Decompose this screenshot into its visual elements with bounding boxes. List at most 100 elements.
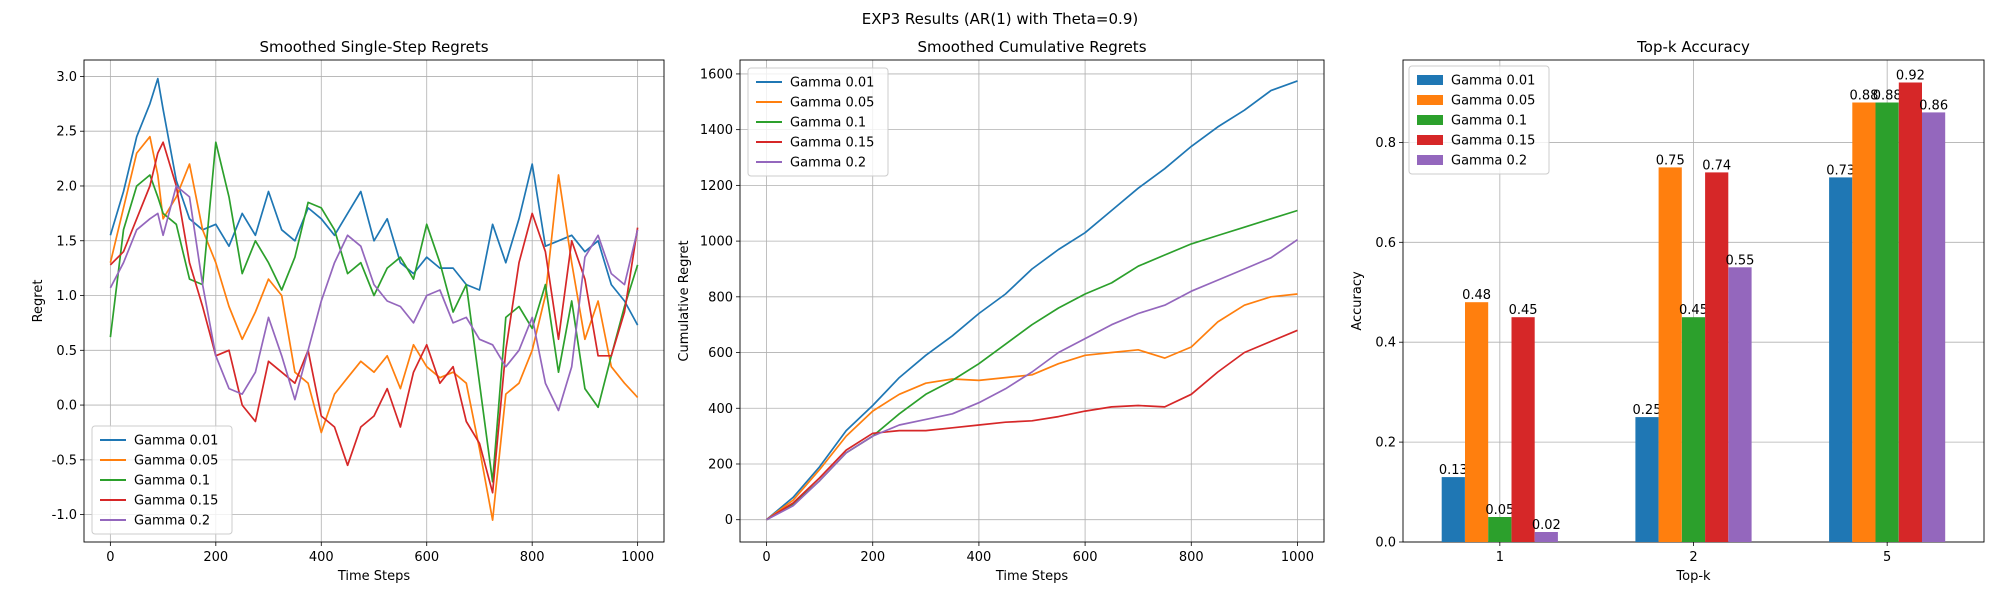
plot-frame (739, 59, 1325, 543)
x-tick-label: 400 (966, 550, 991, 565)
legend-label: Gamma 0.01 (1451, 74, 1535, 89)
bar-gamma-0-01-top1 (1441, 477, 1465, 542)
y-tick-label: 0.0 (56, 399, 77, 414)
y-tick-label: 3.0 (56, 70, 77, 85)
chart-title: Top-k Accuracy (1636, 38, 1750, 56)
x-tick-label: 600 (1073, 550, 1098, 565)
bar-data-label: 0.05 (1485, 503, 1514, 518)
bar-data-label: 0.75 (1656, 153, 1685, 168)
x-axis-label: Time Steps (337, 569, 411, 584)
legend-label: Gamma 0.2 (790, 156, 866, 171)
y-tick-label: 1.5 (56, 234, 77, 249)
x-tick-label: 600 (414, 550, 439, 565)
bar-gamma-0-1-top2 (1681, 317, 1706, 542)
bar-gamma-0-2-top2 (1728, 267, 1752, 542)
y-axis-label: Regret (31, 280, 46, 323)
bar-data-label: 0.55 (1726, 253, 1755, 268)
chart-title: Smoothed Single-Step Regrets (259, 38, 488, 56)
bar-gamma-0-05-top5 (1852, 102, 1876, 542)
legend-label: Gamma 0.01 (790, 76, 874, 91)
figure-suptitle: EXP3 Results (AR(1) with Theta=0.9) (862, 10, 1138, 28)
legend-label: Gamma 0.15 (134, 494, 218, 509)
y-tick-label: 0.0 (1375, 536, 1396, 551)
x-tick-label: 2 (1689, 550, 1697, 565)
bar-data-label: 0.45 (1679, 303, 1708, 318)
x-tick-label: 200 (860, 550, 885, 565)
series-line-gamma-0-1 (109, 141, 639, 483)
y-tick-label: 0.2 (1375, 436, 1396, 451)
x-tick-label: 800 (520, 550, 545, 565)
bar-gamma-0-1-top1 (1488, 517, 1512, 542)
y-tick-label: 1600 (700, 67, 733, 82)
legend-label: Gamma 0.15 (790, 136, 874, 151)
single-step-regret-panel: 0 200 400 600 800 1000 -1.0 -0.5 0.0 0.5 1.0 1.5 2.0… (31, 38, 665, 584)
y-tick-label: 2.5 (56, 125, 77, 140)
bar-gamma-0-15-top5 (1898, 82, 1922, 542)
bar-gamma-0-1-top5 (1875, 102, 1899, 542)
y-tick-label: 1200 (700, 179, 733, 194)
bar-data-label: 0.02 (1532, 518, 1561, 533)
legend-box (91, 425, 233, 535)
bar-data-label: 0.88 (1849, 88, 1878, 103)
y-tick-label: 0 (725, 513, 733, 528)
legend-label: Gamma 0.05 (1451, 94, 1535, 109)
bar-data-label: 0.92 (1896, 68, 1925, 83)
bar-data-label: 0.86 (1919, 98, 1948, 113)
x-tick-label: 0 (762, 550, 770, 565)
bar-gamma-0-2-top5 (1922, 112, 1946, 543)
x-tick-label: 0 (106, 550, 114, 565)
legend-label: Gamma 0.05 (134, 454, 218, 469)
legend-swatch (1417, 155, 1443, 165)
bar-data-label: 0.13 (1439, 463, 1468, 478)
y-axis-label: Accuracy (1350, 271, 1365, 331)
bar-gamma-0-05-top1 (1465, 302, 1489, 542)
x-tick-label: 200 (203, 550, 228, 565)
legend-box (747, 67, 889, 177)
x-tick-label: 1 (1496, 550, 1504, 565)
bar-data-label: 0.74 (1702, 158, 1731, 173)
bar-gamma-0-01-top5 (1829, 177, 1853, 542)
legend-label: Gamma 0.1 (134, 474, 210, 489)
x-axis-label: Time Steps (995, 569, 1069, 584)
series-line-gamma-0-15 (766, 329, 1298, 521)
y-tick-label: 0.4 (1375, 336, 1396, 351)
legend-label: Gamma 0.2 (134, 514, 210, 529)
topk-accuracy-panel: 0.0 0.2 0.4 0.6 0.8 Top-k Accuracy Top-k Accura… (1350, 38, 1985, 584)
y-tick-label: 2.0 (56, 179, 77, 194)
bar-gamma-0-05-top2 (1658, 167, 1682, 542)
bar-gamma-0-15-top1 (1511, 317, 1535, 542)
bar-gamma-0-01-top2 (1635, 417, 1659, 542)
y-tick-label: 600 (708, 346, 733, 361)
x-tick-label: 800 (1179, 550, 1204, 565)
legend-label: Gamma 0.15 (1451, 134, 1535, 149)
x-axis-label: Top-k (1675, 569, 1711, 584)
x-tick-label: 5 (1883, 550, 1891, 565)
y-tick-label: 1000 (700, 235, 733, 250)
y-tick-label: 800 (708, 290, 733, 305)
series-line-gamma-0-15 (109, 141, 639, 494)
bar-data-label: 0.45 (1509, 303, 1538, 318)
legend-label: Gamma 0.01 (134, 434, 218, 449)
series-line-gamma-0-2 (109, 185, 639, 412)
bar-gamma-0-2-top1 (1534, 532, 1558, 542)
x-tick-label: 1000 (1281, 550, 1314, 565)
y-tick-label: 400 (708, 402, 733, 417)
bar-data-label: 0.73 (1826, 163, 1855, 178)
bar-data-label: 0.48 (1462, 288, 1491, 303)
legend-label: Gamma 0.1 (790, 116, 866, 131)
series-line-gamma-0-01 (765, 80, 1298, 521)
y-tick-label: 1400 (700, 123, 733, 138)
bar-data-label: 0.25 (1633, 403, 1662, 418)
bar-data-label: 0.88 (1873, 88, 1902, 103)
y-tick-label: 0.5 (56, 344, 77, 359)
chart-title: Smoothed Cumulative Regrets (917, 38, 1146, 56)
y-tick-label: 200 (708, 457, 733, 472)
x-tick-label: 400 (309, 550, 334, 565)
plot-frame (83, 59, 665, 543)
legend-box (1408, 65, 1550, 175)
legend-label: Gamma 0.1 (1451, 114, 1527, 129)
legend-swatch (1417, 75, 1443, 85)
y-axis-label: Cumulative Regret (677, 240, 692, 361)
bar-gamma-0-15-top2 (1705, 172, 1729, 542)
legend-label: Gamma 0.2 (1451, 154, 1527, 169)
